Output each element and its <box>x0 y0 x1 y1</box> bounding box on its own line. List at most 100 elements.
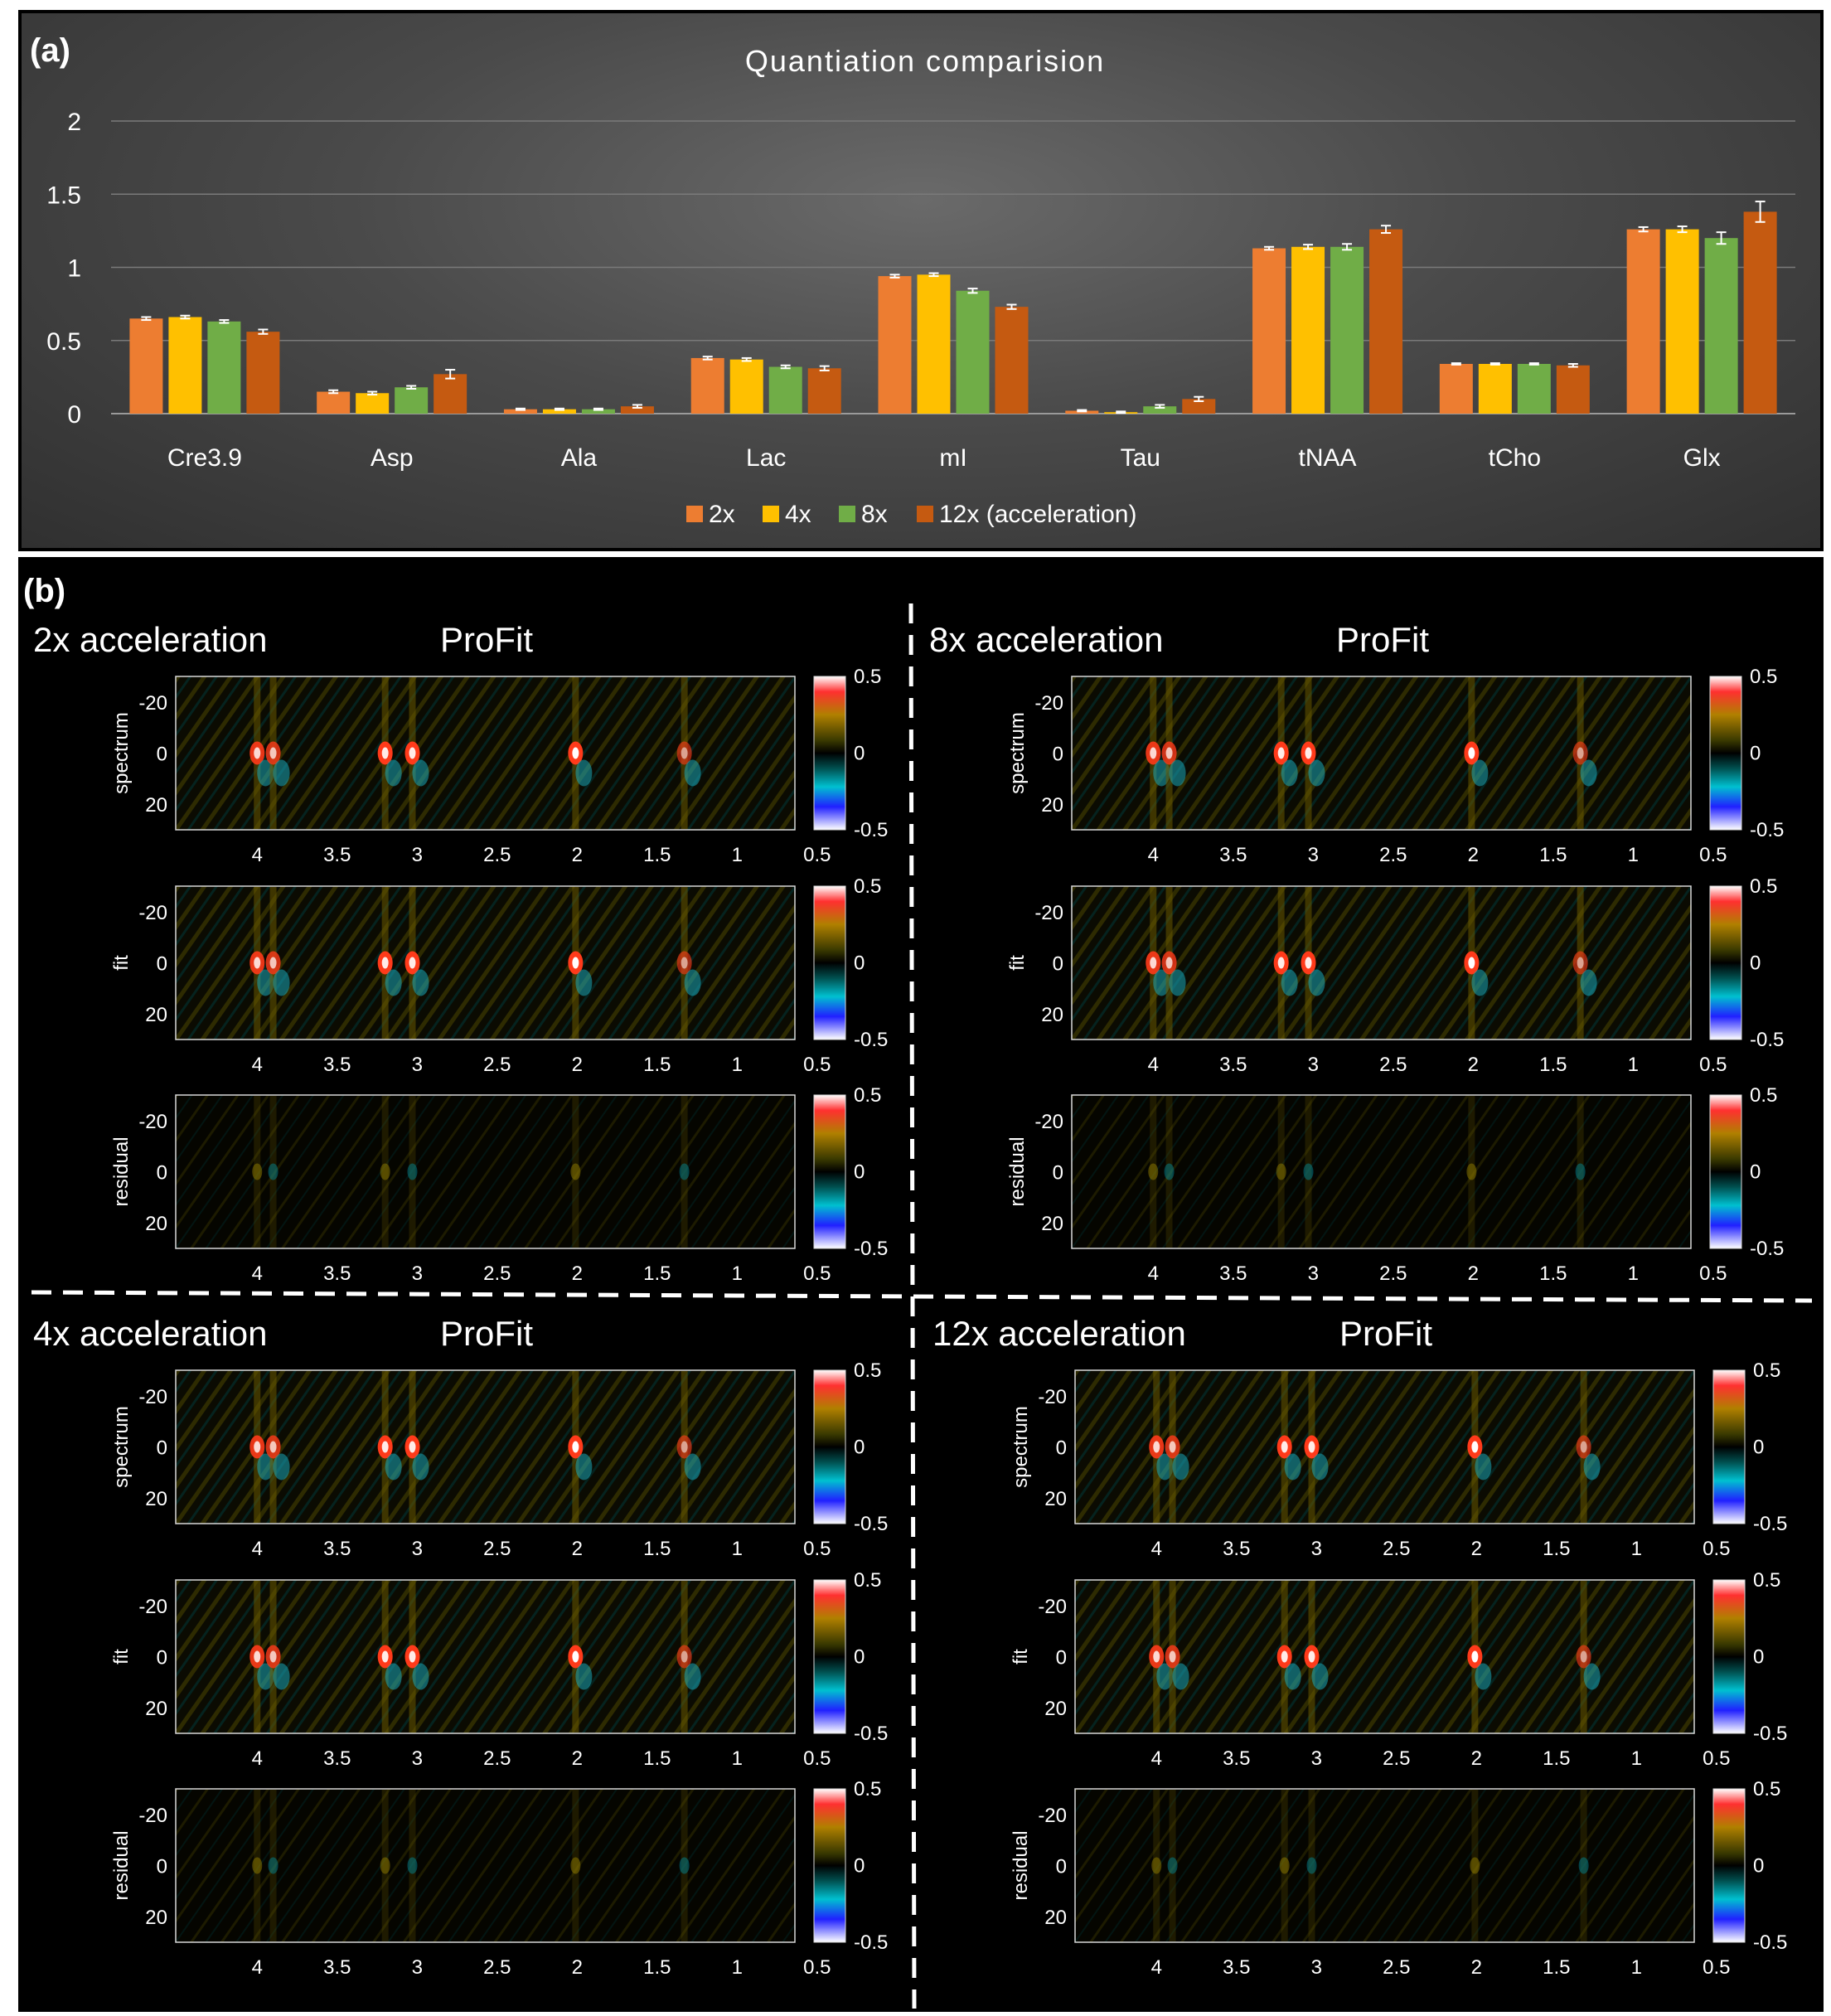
peak-negative <box>1156 1453 1174 1480</box>
x-tick-label: 2 <box>572 1262 583 1285</box>
x-tick-label: 1 <box>732 1054 743 1076</box>
peak-negative <box>1471 759 1489 787</box>
x-tick-label: 2 <box>572 1054 583 1076</box>
peak-negative <box>273 969 290 996</box>
peak-negative <box>412 1453 429 1480</box>
residual-blob <box>1470 1857 1480 1874</box>
peak-core <box>1277 747 1285 759</box>
x-tick-label: 2 <box>1468 844 1479 866</box>
peak-core <box>381 1650 389 1663</box>
peak-negative <box>1172 1453 1189 1480</box>
colorbar-tick-label: -0.5 <box>854 1931 888 1954</box>
heatmap-area <box>1071 1094 1692 1249</box>
colorbar-tick-label: -0.5 <box>1753 1513 1787 1535</box>
bar-chart-svg: (a) Quantiation comparision 0 0.5 1 1.5 2 Cre3.… <box>30 32 1795 528</box>
peak-negative <box>1156 1663 1174 1690</box>
peak-streak <box>681 1790 688 1941</box>
x-tick-label: 1 <box>732 1538 743 1560</box>
y-tick-label: 0 <box>1053 744 1063 766</box>
colorbar-tick-label: 0.5 <box>854 1569 881 1592</box>
residual-blob <box>1276 1163 1286 1180</box>
panel-a-bar-chart: (a) Quantiation comparision 0 0.5 1 1.5 2 Cre3.… <box>18 10 1824 551</box>
peak-core <box>1169 1441 1176 1453</box>
bar-Lac-12x (acceleration) <box>807 368 841 414</box>
colorbar-tick-label: -0.5 <box>1750 1029 1784 1051</box>
colorbar-tick-label: 0 <box>854 1646 865 1669</box>
residual-blob <box>268 1163 279 1180</box>
peak-core <box>1169 1650 1176 1663</box>
x-tick-label: 0.5 <box>803 1956 831 1979</box>
y-tick-label: 20 <box>1044 1907 1067 1929</box>
peak-negative <box>412 759 429 787</box>
bar-mI-8x <box>956 290 990 414</box>
x-tick-label: 2.5 <box>483 1956 511 1979</box>
x-tick-label: 3 <box>412 1956 423 1979</box>
x-tick-label: 0.5 <box>803 1054 831 1076</box>
peak-negative <box>385 759 402 787</box>
x-tick-label: 3.5 <box>323 1956 351 1979</box>
peak-core <box>1150 957 1157 969</box>
peak-core <box>681 747 688 759</box>
peak-streak <box>409 1790 416 1941</box>
bar-mI-2x <box>878 276 912 414</box>
bar-Ala-2x <box>503 409 537 414</box>
x-tick-label: 3.5 <box>1223 1956 1250 1979</box>
colorbar-tick-label: 0 <box>854 743 865 765</box>
colorbar <box>1712 1369 1746 1524</box>
residual-blob <box>1575 1163 1586 1180</box>
peak-core <box>1305 747 1312 759</box>
peak-negative <box>257 969 274 996</box>
colorbar-tick-label: 0.5 <box>1753 1359 1780 1382</box>
row-label: residual <box>110 1136 133 1206</box>
row-label: spectrum <box>110 712 133 794</box>
colorbar <box>1712 1579 1746 1734</box>
peak-core <box>572 747 579 759</box>
chart-title: Quantiation comparision <box>745 44 1105 78</box>
bar-Ala-12x (acceleration) <box>620 406 654 414</box>
colorbar <box>813 1094 846 1249</box>
y-tick-label: 20 <box>1041 1004 1063 1026</box>
x-tick-label: 3 <box>1308 1054 1319 1076</box>
legend-swatch-8x <box>839 506 855 522</box>
heatmap-fit: -20 0 20 4 3.5 3 2.5 2 1.5 1 0.5 fit 0.5 0 -0.5 <box>1006 875 1784 1076</box>
bar-tNAA-12x (acceleration) <box>1369 229 1403 414</box>
peak-streak <box>381 1790 389 1941</box>
x-tick-label: 1.5 <box>643 1538 671 1560</box>
heatmap-spectrum: -20 0 20 4 3.5 3 2.5 2 1.5 1 0.5 spectrum 0.5 0 -0.5 <box>110 1359 888 1560</box>
x-tick-label: 3 <box>1311 1538 1322 1560</box>
x-tick-label: 4 <box>252 1747 263 1770</box>
peak-negative <box>1583 1663 1601 1690</box>
heatmap-area <box>1074 1788 1695 1943</box>
peak-negative <box>1284 1453 1301 1480</box>
peak-core <box>1577 957 1584 969</box>
bar-Glx-4x <box>1665 229 1699 414</box>
y-tick-label: 0 <box>157 1437 167 1460</box>
peak-negative <box>273 1453 290 1480</box>
x-tick-label: 1.5 <box>643 844 671 866</box>
x-tick-label: 1 <box>1628 1262 1639 1285</box>
x-tick-label: tNAA <box>1299 444 1357 472</box>
bar-Glx-2x <box>1626 229 1660 414</box>
x-tick-label: 2 <box>572 1538 583 1560</box>
y-tick-label: 0 <box>157 1647 167 1670</box>
x-tick-label: 1.5 <box>643 1747 671 1770</box>
x-tick-label: 4 <box>1151 1538 1162 1560</box>
residual-blob <box>407 1857 418 1874</box>
peak-streak <box>409 1096 416 1248</box>
x-tick-label: 3.5 <box>323 1054 351 1076</box>
x-tick-label: 4 <box>1148 844 1159 866</box>
peak-core <box>1577 747 1584 759</box>
x-tick-label: 0.5 <box>1699 844 1727 866</box>
x-tick-label: 1 <box>1628 1054 1639 1076</box>
peak-core <box>1468 957 1475 969</box>
x-tick-label: 2 <box>572 1747 583 1770</box>
bar-tCho-4x <box>1478 363 1512 414</box>
y-tick-label: -20 <box>138 1596 167 1618</box>
x-tick-label: 1 <box>732 1956 743 1979</box>
bar-Glx-8x <box>1704 238 1738 414</box>
x-tick-label: 1 <box>732 1747 743 1770</box>
x-tick-label: 1.5 <box>643 1956 671 1979</box>
colorbar <box>813 1788 846 1943</box>
